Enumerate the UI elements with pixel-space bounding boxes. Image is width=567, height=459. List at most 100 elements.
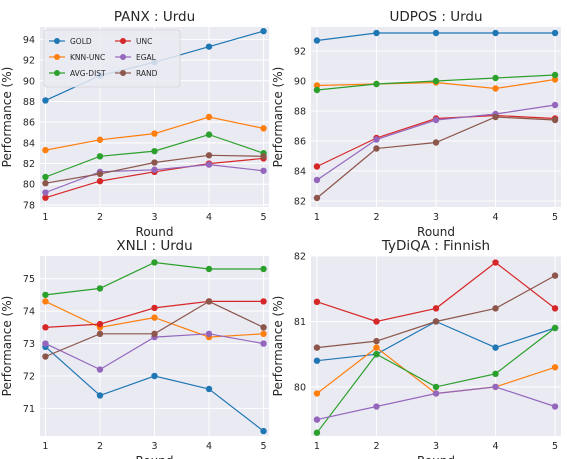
y-tick-label: 80 [294, 382, 306, 393]
data-point-rand [313, 344, 321, 351]
data-point-egal [432, 390, 440, 397]
x-tick-label: 2 [97, 212, 103, 223]
series-avg-dist [313, 71, 559, 94]
data-point-egal [260, 167, 267, 174]
data-point-gold [492, 344, 499, 351]
data-point-avg-dist [42, 291, 49, 299]
x-axis-label: Round [417, 454, 455, 459]
chart-panel-tydiqa-finnish: 1 2 3 4 5 80 81 82 TyDiQA : Finnish Round Performa… [271, 238, 561, 459]
x-tick-label: 3 [151, 212, 157, 223]
series-unc [313, 259, 559, 325]
y-tick-label: 92 [23, 56, 35, 67]
legend-label-knn-unc: KNN-UNC [70, 53, 105, 62]
y-tick-label: 86 [23, 118, 35, 129]
data-point-avg-dist [373, 80, 380, 88]
data-point-knn-unc [96, 136, 104, 143]
x-tick-label: 4 [493, 212, 499, 223]
data-point-rand [373, 337, 380, 345]
chart-panel-udpos-urdu: 1 2 3 4 5 82 84 86 88 90 92 UDPOS : Urdu Round Perfor… [271, 9, 561, 239]
data-point-avg-dist [96, 153, 104, 160]
series-gold [42, 343, 267, 435]
data-point-avg-dist [42, 173, 49, 181]
x-tick-label: 5 [552, 212, 558, 223]
legend-swatch-marker [120, 70, 126, 76]
y-tick-label: 81 [294, 317, 306, 328]
data-point-egal [373, 403, 380, 410]
data-point-knn-unc [492, 85, 499, 92]
data-point-rand [492, 113, 499, 121]
x-tick-label: 2 [373, 212, 379, 223]
series-gold [313, 29, 559, 44]
data-point-gold [260, 427, 267, 435]
data-point-knn-unc [313, 390, 321, 397]
data-point-rand [432, 318, 440, 325]
x-tick-label: 3 [151, 441, 157, 452]
data-point-rand [551, 272, 559, 279]
data-point-knn-unc [205, 113, 213, 121]
y-tick-label: 74 [23, 307, 35, 318]
data-point-avg-dist [313, 86, 321, 94]
series-rand [42, 298, 267, 360]
y-tick-label: 86 [294, 137, 306, 148]
data-point-rand [96, 330, 104, 338]
data-point-unc [96, 177, 104, 185]
data-point-rand [313, 194, 321, 202]
data-point-avg-dist [432, 77, 440, 85]
y-tick-label: 71 [23, 404, 35, 415]
data-point-gold [205, 385, 213, 393]
y-tick-label: 92 [294, 47, 306, 58]
data-point-avg-dist [205, 131, 213, 138]
x-tick-label: 5 [552, 441, 558, 452]
data-point-gold [373, 29, 380, 37]
x-tick-label: 1 [42, 441, 48, 452]
data-point-gold [42, 97, 49, 104]
data-point-unc [551, 305, 559, 312]
data-point-rand [205, 152, 213, 159]
data-point-knn-unc [551, 76, 559, 83]
y-axis-label: Performance (%) [271, 67, 285, 168]
legend: GOLD KNN-UNC AVG-DIST UNC EGAL RAND [43, 29, 181, 88]
data-point-rand [260, 153, 267, 160]
data-point-gold [551, 29, 559, 37]
data-point-knn-unc [42, 146, 49, 154]
chart-title: UDPOS : Urdu [389, 9, 482, 25]
chart-title: TyDiQA : Finnish [381, 238, 490, 254]
data-point-gold [313, 357, 321, 364]
data-point-avg-dist [151, 147, 158, 155]
legend-swatch-marker [54, 38, 60, 44]
y-axis-label: Performance (%) [0, 67, 14, 168]
data-point-gold [492, 29, 499, 37]
data-point-unc [96, 320, 104, 328]
data-point-gold [313, 37, 321, 44]
data-point-knn-unc [373, 344, 380, 351]
legend-label-egal: EGAL [136, 53, 157, 62]
x-tick-label: 1 [314, 212, 320, 223]
legend-label-rand: RAND [136, 69, 158, 78]
data-point-egal [42, 340, 49, 347]
series-knn-unc [42, 113, 267, 154]
data-point-unc [313, 163, 321, 170]
data-point-knn-unc [260, 125, 267, 132]
data-point-avg-dist [492, 74, 499, 82]
data-point-gold [432, 29, 440, 37]
series-avg-dist [42, 259, 267, 299]
data-point-egal [205, 161, 213, 168]
legend-swatch-marker [120, 54, 126, 60]
x-tick-label: 3 [433, 441, 439, 452]
data-point-gold [96, 392, 104, 399]
legend-swatch-marker [54, 70, 60, 76]
series-avg-dist [313, 324, 559, 436]
data-point-rand [432, 139, 440, 146]
data-point-unc [313, 298, 321, 306]
y-tick-label: 73 [23, 339, 35, 350]
y-tick-label: 90 [23, 76, 35, 87]
y-tick-label: 72 [23, 372, 35, 383]
data-point-avg-dist [313, 429, 321, 436]
legend-label-gold: GOLD [70, 37, 92, 46]
data-point-egal [432, 116, 440, 124]
data-point-unc [42, 324, 49, 331]
legend-label-unc: UNC [136, 37, 152, 46]
data-point-rand [42, 180, 49, 187]
y-tick-label: 84 [23, 138, 35, 149]
data-point-knn-unc [151, 314, 158, 321]
